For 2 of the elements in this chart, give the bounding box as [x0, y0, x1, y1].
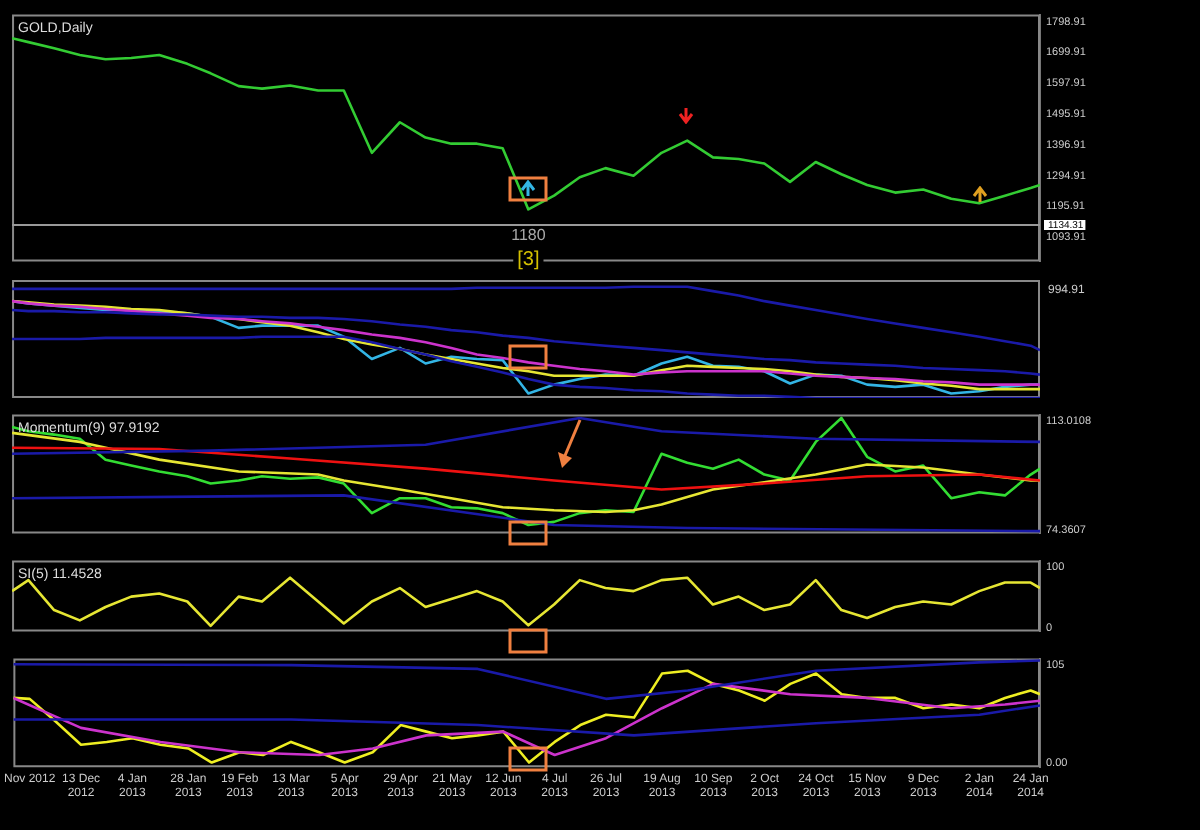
annotation: [3] — [517, 248, 540, 271]
annotation: 1180 — [511, 225, 547, 244]
